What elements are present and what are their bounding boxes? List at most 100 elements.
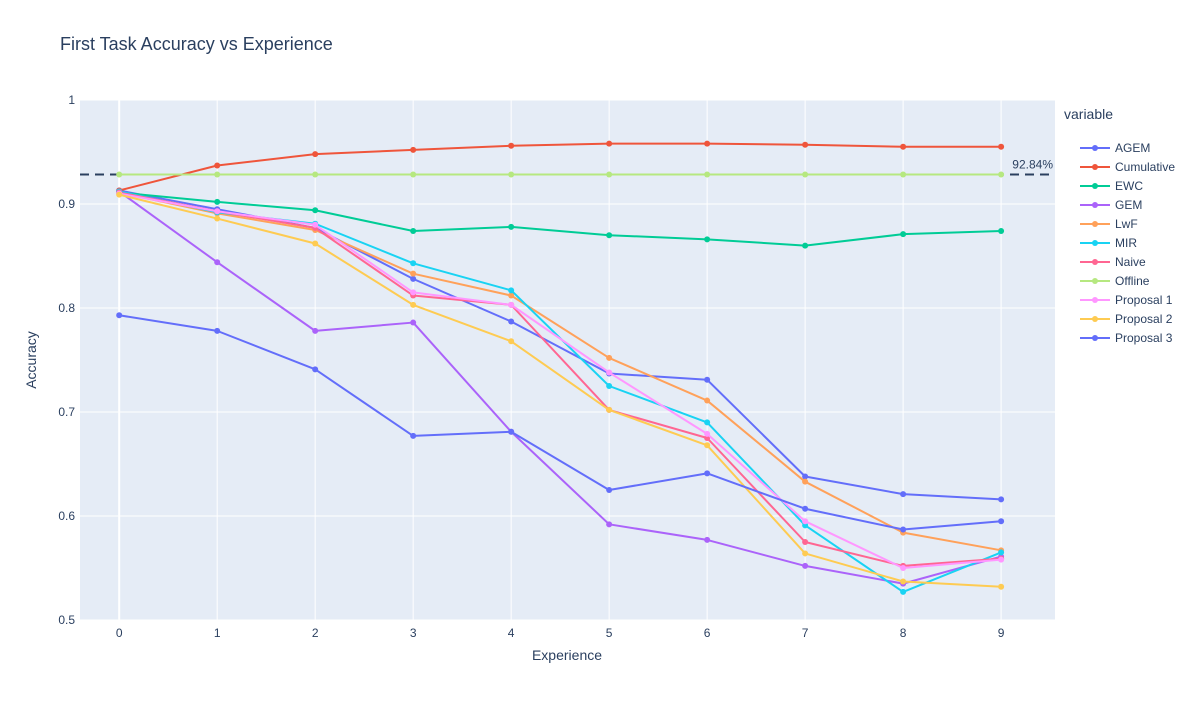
series-line [118,190,1002,585]
legend-item[interactable]: MIR [1080,236,1137,250]
legend-label: GEM [1115,198,1142,212]
data-point [900,526,907,533]
x-tick-label: 8 [900,626,907,640]
legend-label: EWC [1115,179,1143,193]
data-point [802,473,809,480]
series-group [116,140,1005,595]
series-offline [116,171,1005,178]
gridlines [80,99,1055,621]
data-point [998,228,1005,235]
chart-title: First Task Accuracy vs Experience [60,34,333,54]
legend-label: Proposal 1 [1115,293,1173,307]
legend-swatch-marker [1092,221,1098,227]
data-point [606,383,613,389]
data-point [998,549,1005,556]
legend-label: LwF [1115,217,1138,231]
data-point [508,171,515,178]
data-point [116,191,123,198]
legend-item[interactable]: Cumulative [1080,160,1175,174]
data-point [998,171,1005,178]
legend-swatch-marker [1092,297,1098,303]
data-point [802,522,809,529]
data-point [802,505,809,512]
legend-item[interactable]: Offline [1080,274,1150,288]
data-point [704,419,711,426]
data-point [802,171,809,178]
data-point [606,354,613,361]
data-point [214,208,221,215]
data-point [508,318,515,325]
y-axis-label: Accuracy [23,331,39,389]
legend-swatch-marker [1092,259,1098,265]
legend-item[interactable]: EWC [1080,179,1143,193]
data-point [802,550,809,557]
legend-item[interactable]: Naive [1080,255,1146,269]
data-point [312,366,319,373]
legend-item[interactable]: LwF [1080,217,1138,231]
data-point [410,275,417,282]
data-point [606,232,613,239]
data-point [998,583,1005,590]
series-proposal-3 [116,312,1005,533]
y-tick-label: 0.7 [58,405,75,419]
data-point [606,521,613,528]
series-line [119,314,1002,531]
data-point [508,338,515,345]
data-point [508,428,515,435]
legend-swatch-marker [1092,278,1098,284]
x-tick-label: 4 [508,626,515,640]
legend-swatch-marker [1092,202,1098,208]
data-point [606,140,613,147]
y-tick-label: 0.6 [58,509,75,523]
data-point [508,287,515,294]
legend-item[interactable]: Proposal 1 [1080,293,1173,307]
data-point [998,496,1005,503]
data-point [704,430,711,437]
data-point [214,327,221,334]
legend-title: variable [1064,106,1113,122]
data-point [312,327,319,334]
x-axis-label: Experience [532,647,602,663]
data-point [214,162,221,169]
data-point [704,470,711,477]
reference-line-label: 92.84% [1012,157,1053,171]
x-tick-label: 7 [802,626,809,640]
x-axis-ticks: 0 1 2 3 4 5 6 7 8 9 [116,626,1005,640]
series-line [118,142,1002,192]
data-point [312,151,319,158]
data-point [508,292,515,299]
data-point [704,171,711,178]
data-point [606,406,613,413]
data-point [214,215,221,222]
y-tick-label: 0.9 [58,197,75,211]
series-proposal-2 [116,191,1005,590]
series-ewc [116,189,1005,249]
legend-swatch-marker [1092,183,1098,189]
series-line [119,192,1002,569]
data-point [116,171,123,178]
legend-swatch-marker [1092,316,1098,322]
data-point [312,207,319,214]
legend-item[interactable]: AGEM [1080,141,1150,155]
series-line [119,191,1002,567]
data-point [704,236,711,243]
x-tick-label: 2 [312,626,319,640]
legend-label: Proposal 3 [1115,331,1173,345]
x-tick-label: 1 [214,626,221,640]
x-tick-label: 0 [116,626,123,640]
x-tick-label: 6 [704,626,711,640]
legend-label: Naive [1115,255,1146,269]
data-point [802,141,809,148]
data-point [606,369,613,376]
legend-item[interactable]: Proposal 2 [1080,312,1173,326]
data-point [802,562,809,569]
data-point [900,171,907,178]
data-point [704,536,711,543]
data-point [606,487,613,493]
data-point [900,565,907,571]
data-point [508,142,515,149]
data-point [704,397,711,404]
data-point [410,301,417,308]
legend-item[interactable]: Proposal 3 [1080,331,1173,345]
legend-item[interactable]: GEM [1080,198,1142,212]
